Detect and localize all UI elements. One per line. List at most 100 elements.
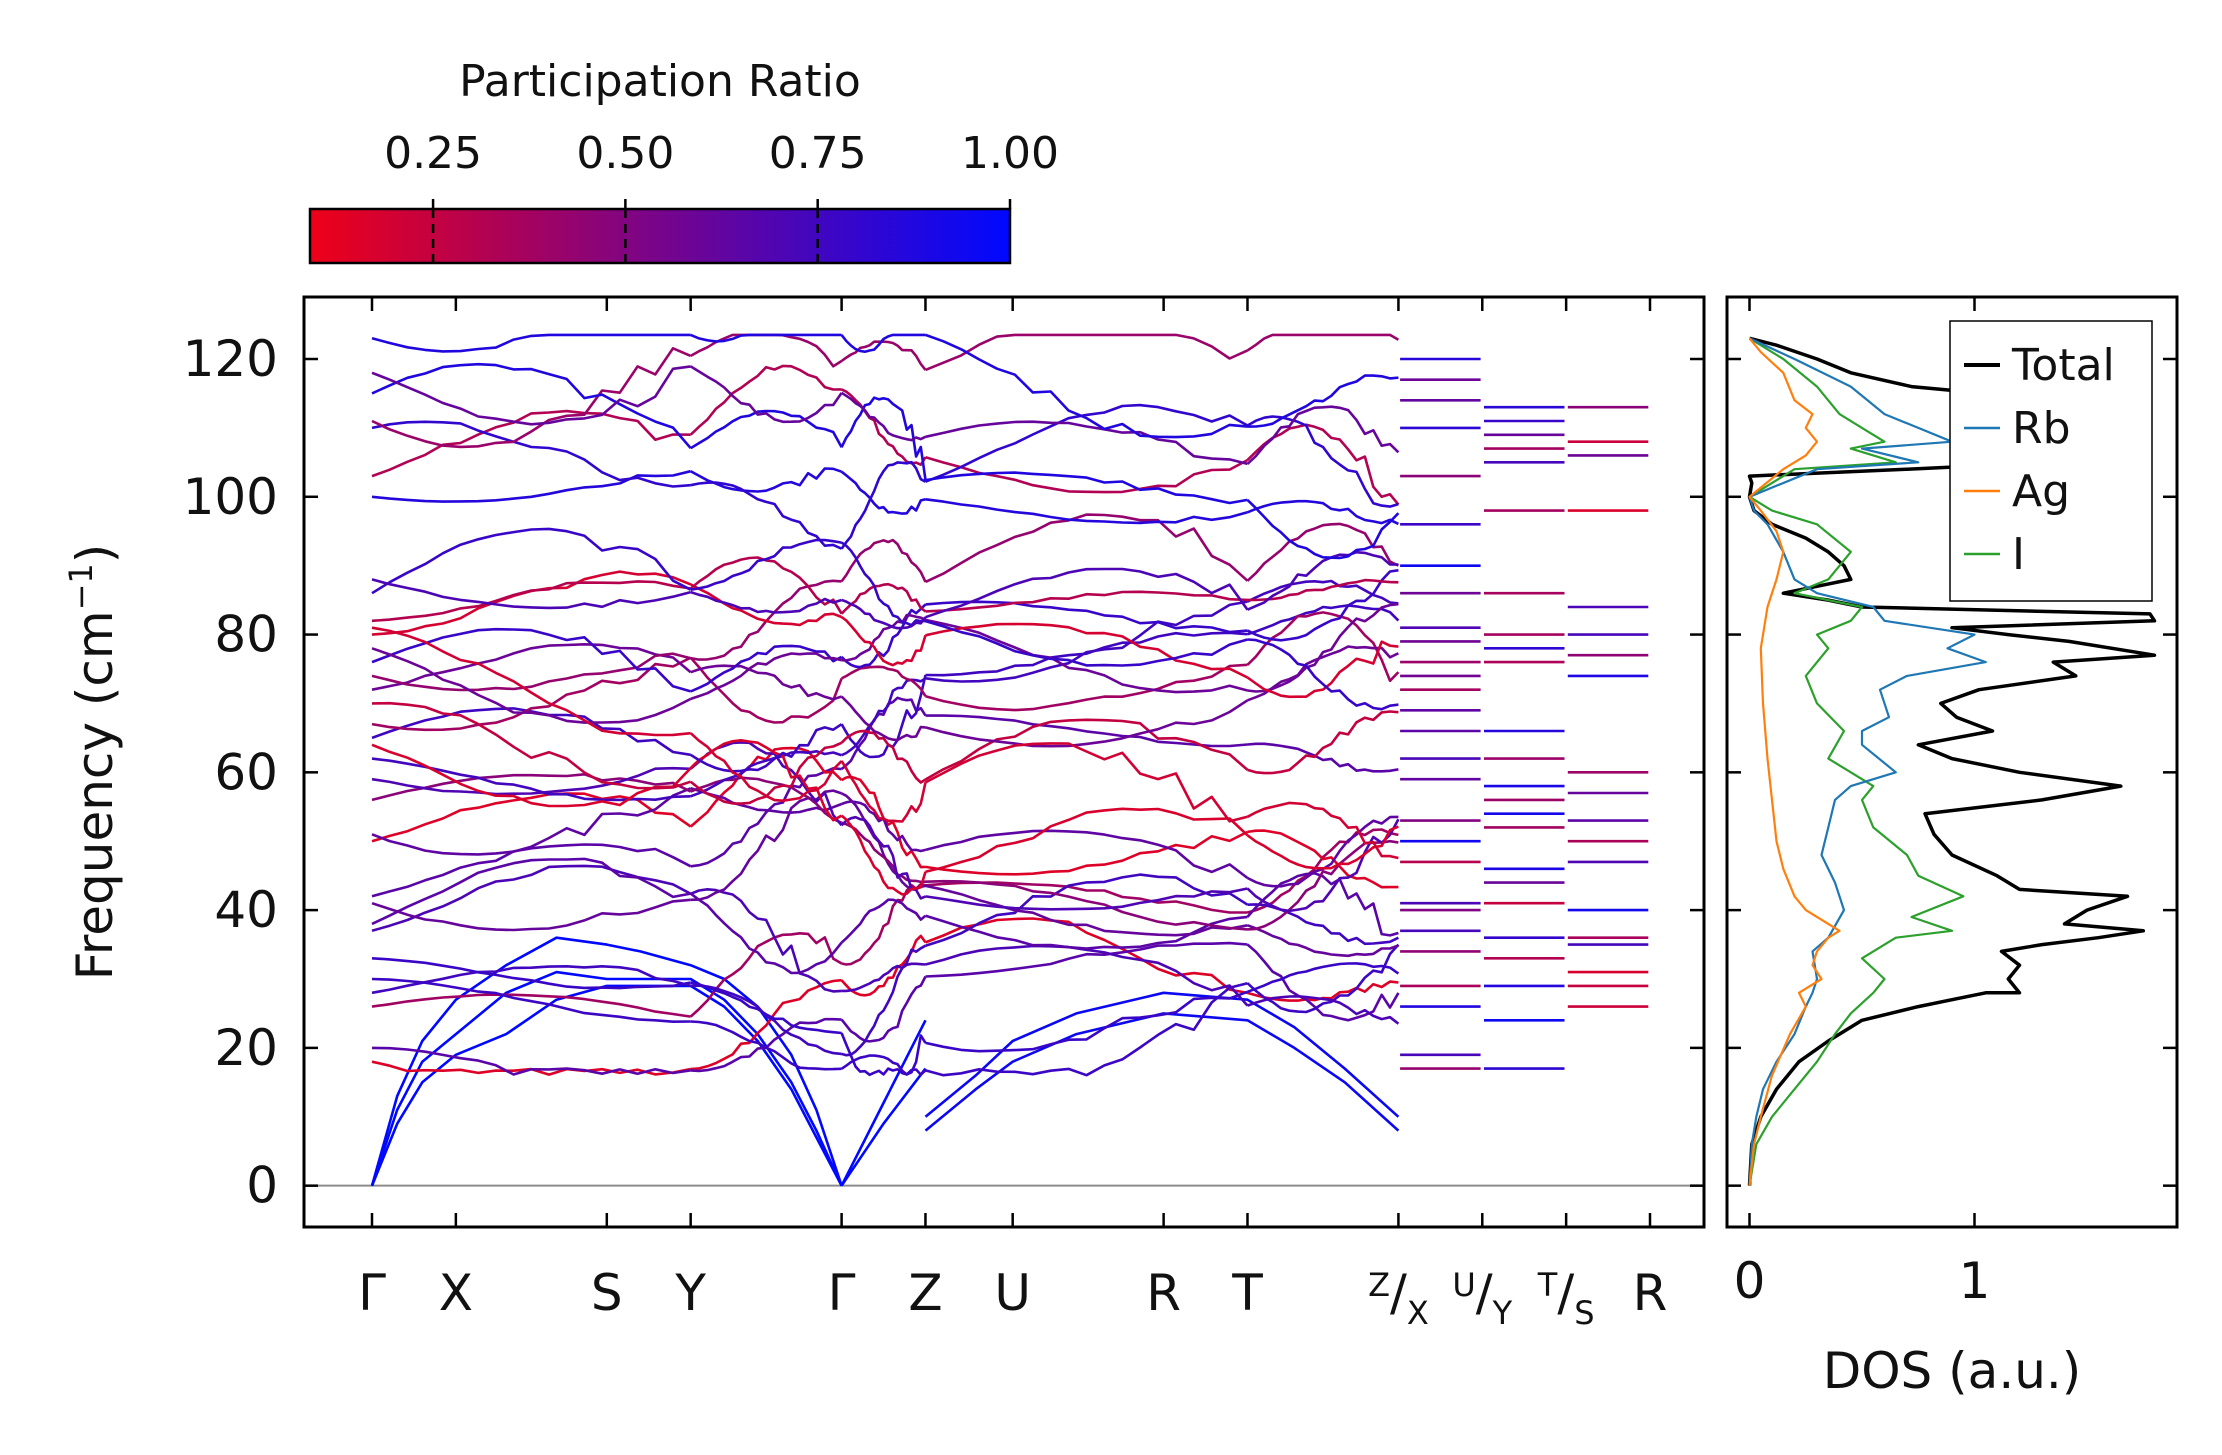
optical-band	[1247, 374, 1399, 428]
optical-band	[925, 403, 1249, 483]
optical-band	[371, 333, 691, 353]
phonon-bands	[370, 333, 1649, 1187]
colorbar-tick-label: 0.50	[576, 128, 674, 179]
optical-band	[371, 787, 692, 856]
optical-band	[840, 1032, 927, 1077]
optical-band	[925, 879, 1248, 931]
optical-band	[371, 766, 691, 796]
optical-band	[371, 409, 691, 478]
dos-curve-ag	[1748, 337, 1841, 1186]
dos-y-ticks	[1727, 357, 2177, 1187]
legend-label-rb: Rb	[2012, 403, 2071, 454]
optical-band	[690, 981, 842, 1035]
optical-band	[925, 981, 1248, 1077]
colorbar-tick-label: 1.00	[961, 128, 1059, 179]
kpoint-label: R	[1146, 1264, 1181, 1322]
optical-band	[690, 978, 842, 1071]
optical-band	[689, 892, 843, 975]
optical-band	[840, 729, 927, 784]
optical-band	[690, 644, 843, 693]
frequency-tick-label: 0	[246, 1157, 278, 1215]
optical-band	[371, 743, 692, 808]
optical-band	[925, 714, 1248, 748]
optical-band	[690, 365, 843, 424]
optical-band	[925, 941, 1248, 978]
dos-curve-i	[1748, 337, 1965, 1186]
optical-band	[1247, 742, 1399, 773]
optical-band	[1246, 498, 1400, 560]
optical-band	[690, 333, 843, 368]
optical-band	[1246, 943, 1400, 1022]
colorbar-ticks: 0.25 0.50 0.75 1.00	[384, 128, 1059, 263]
optical-band	[1247, 578, 1399, 602]
optical-band	[371, 957, 691, 990]
optical-band	[1247, 710, 1399, 775]
optical-band	[1246, 825, 1399, 870]
optical-band	[690, 538, 842, 591]
optical-band	[690, 333, 842, 343]
optical-band	[371, 469, 692, 503]
optical-band	[1246, 818, 1400, 913]
optical-band	[371, 647, 692, 724]
optical-band	[689, 732, 843, 802]
optical-band	[371, 864, 692, 933]
optical-band	[840, 695, 926, 742]
optical-band	[1246, 415, 1399, 508]
optical-band	[690, 776, 843, 824]
optical-band	[1247, 499, 1399, 526]
optical-band	[371, 792, 692, 843]
kpoint-label: Z	[908, 1264, 942, 1322]
optical-band	[1246, 872, 1399, 937]
optical-band	[1246, 522, 1399, 582]
optical-band	[925, 498, 1248, 525]
optical-band	[690, 590, 842, 614]
frequency-axis-ticks: 0 20 40 60 80 100 120	[183, 330, 1704, 1215]
frequency-tick-label: 80	[214, 606, 278, 664]
band-acoustic-7	[924, 991, 1400, 1118]
optical-band	[1247, 604, 1400, 636]
optical-band	[840, 582, 927, 615]
optical-band	[371, 857, 691, 926]
dos-plot-frame	[1725, 295, 2179, 1229]
optical-band	[841, 665, 927, 697]
optical-band	[925, 663, 1248, 712]
optical-band	[1246, 333, 1400, 352]
optical-band	[840, 340, 927, 371]
optical-band	[371, 993, 691, 1018]
optical-band	[371, 701, 692, 790]
frequency-tick-label: 20	[214, 1019, 278, 1077]
optical-band	[925, 618, 1248, 694]
optical-band	[840, 975, 927, 1043]
optical-band	[925, 830, 1249, 876]
optical-band	[690, 1020, 842, 1071]
optical-band	[371, 652, 692, 692]
optical-band	[1247, 602, 1399, 693]
dos-legend: Total Rb Ag I	[1949, 320, 2153, 602]
colorbar: Participation Ratio 0.25 0.50 0.75 1.00	[308, 56, 1059, 265]
optical-band	[690, 664, 843, 701]
optical-band	[1247, 995, 1400, 1025]
optical-band	[840, 396, 927, 481]
optical-band	[689, 739, 843, 822]
optical-band	[371, 580, 691, 623]
optical-band	[925, 699, 1249, 748]
optical-band	[840, 538, 927, 583]
optical-band	[371, 362, 692, 450]
optical-band	[925, 873, 1249, 947]
optical-band	[924, 513, 1249, 584]
band-acoustic-4	[840, 1067, 927, 1187]
optical-band	[841, 944, 927, 1057]
frequency-tick-label: 120	[183, 330, 278, 388]
optical-band	[925, 420, 1248, 466]
optical-band	[690, 467, 843, 493]
optical-band	[925, 333, 1248, 439]
band-acoustic-1	[370, 984, 843, 1187]
dos-curve-rb	[1748, 337, 1987, 1186]
optical-band	[371, 527, 692, 595]
legend-label-i: I	[2012, 529, 2025, 580]
optical-band	[1247, 829, 1399, 889]
optical-band	[840, 814, 927, 896]
kpoint-label: Z/X	[1368, 1264, 1429, 1332]
